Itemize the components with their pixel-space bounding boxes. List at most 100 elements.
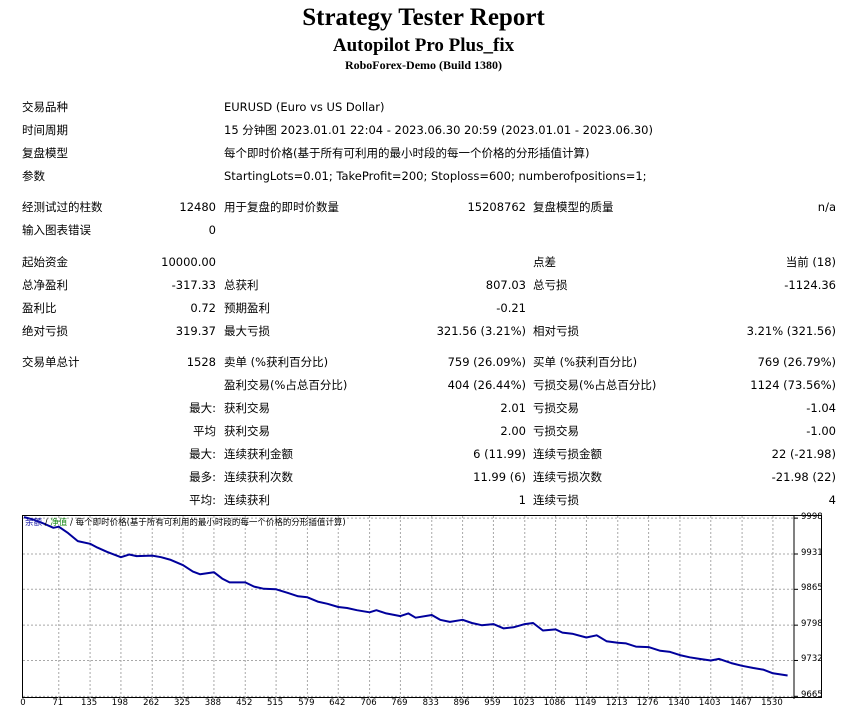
- params-label: 参数: [22, 169, 45, 183]
- short-positions-value: 759 (26.09%): [447, 355, 526, 369]
- x-tick-label: 1403: [698, 698, 721, 708]
- x-tick-label: 1467: [730, 698, 752, 708]
- quality-value: n/a: [817, 200, 836, 214]
- x-tick-label: 515: [266, 698, 284, 708]
- report-title: Strategy Tester Report: [302, 4, 545, 31]
- model-value: 每个即时价格(基于所有可利用的最小时段的每一个价格的分形插值计算): [224, 146, 590, 160]
- expert-name: Autopilot Pro Plus_fix: [332, 35, 515, 56]
- symbol-label: 交易品种: [22, 100, 68, 114]
- x-tick-label: 642: [329, 698, 346, 708]
- spread-value: 当前 (18): [785, 255, 836, 269]
- x-tick-label: 0: [20, 698, 26, 708]
- average-profit-value: 2.00: [500, 424, 526, 438]
- x-tick-label: 1530: [761, 698, 783, 708]
- y-tick-label: 9732: [801, 654, 823, 665]
- net-profit-label: 总净盈利: [22, 278, 68, 292]
- x-tick-label: 1340: [668, 698, 690, 708]
- total-trades-label: 交易单总计: [22, 355, 80, 369]
- chart-legend: 余额 / 净值 / 每个即时价格(基于所有可利用的最小时段的每一个价格的分形插值…: [25, 518, 346, 529]
- profit-trades-label: 盈利交易(%占总百分比): [224, 378, 348, 392]
- loss-trades-label: 亏损交易(%占总百分比): [533, 378, 657, 392]
- balance-series-line: [23, 516, 788, 677]
- net-profit-value: -317.33: [171, 278, 216, 292]
- deposit-label: 起始资金: [22, 255, 68, 269]
- average-loss-value: -1.00: [806, 424, 836, 438]
- x-tick-label: 769: [391, 698, 408, 708]
- x-tick-label: 833: [422, 698, 439, 708]
- x-tick-label: 1086: [543, 698, 566, 708]
- long-positions-label: 买单 (%获利百分比): [533, 355, 638, 369]
- y-tick-label: 9931: [801, 547, 823, 558]
- spread-label: 点差: [533, 255, 556, 269]
- profit-trades-value: 404 (26.44%): [447, 378, 526, 392]
- x-tick-label: 135: [80, 698, 98, 708]
- x-tick-label: 262: [143, 698, 160, 708]
- max-consecutive-losses-value: 22 (-21.98): [771, 447, 836, 461]
- x-tick-label: 706: [360, 698, 377, 708]
- largest-loss-label: 亏损交易: [533, 401, 579, 415]
- ticks-label: 用于复盘的即时价数量: [224, 200, 339, 214]
- x-tick-label: 1213: [605, 698, 628, 708]
- model-label: 复盘模型: [22, 146, 68, 160]
- y-tick-label: 9998: [801, 512, 823, 523]
- expected-payoff-label: 预期盈利: [224, 301, 270, 315]
- largest-profit-value: 2.01: [500, 401, 526, 415]
- max-drawdown-value: 321.56 (3.21%): [436, 324, 526, 338]
- period-value: 15 分钟图 2023.01.01 22:04 - 2023.06.30 20:…: [224, 123, 653, 137]
- average-consecutive-prefix: 平均:: [189, 493, 216, 507]
- max-consecutive-losses-label: 连续亏损金额: [533, 447, 602, 461]
- profit-factor-label: 盈利比: [22, 301, 57, 315]
- average-profit-label: 获利交易: [224, 424, 270, 438]
- long-positions-value: 769 (26.79%): [757, 355, 836, 369]
- gross-loss-value: -1124.36: [784, 278, 836, 292]
- relative-drawdown-label: 相对亏损: [533, 324, 579, 338]
- x-tick-label: 198: [111, 698, 129, 708]
- x-tick-label: 959: [484, 698, 501, 708]
- expected-payoff-value: -0.21: [496, 301, 526, 315]
- x-tick-label: 1023: [512, 698, 535, 708]
- relative-drawdown-value: 3.21% (321.56): [746, 324, 836, 338]
- x-tick-label: 1149: [574, 698, 597, 708]
- short-positions-label: 卖单 (%获利百分比): [224, 355, 329, 369]
- quality-label: 复盘模型的质量: [533, 200, 614, 214]
- max-consecutive-wins-label: 连续获利金额: [224, 447, 293, 461]
- bars-label: 经测试过的柱数: [22, 200, 103, 214]
- largest-prefix: 最大:: [189, 401, 216, 415]
- maximal-consecutive-profit-value: 11.99 (6): [473, 470, 526, 484]
- gross-profit-value: 807.03: [485, 278, 526, 292]
- balance-chart-svg: [23, 516, 798, 699]
- bars-value: 12480: [179, 200, 216, 214]
- total-trades-value: 1528: [186, 355, 216, 369]
- max-drawdown-label: 最大亏损: [224, 324, 270, 338]
- period-label: 时间周期: [22, 123, 68, 137]
- x-tick-label: 579: [298, 698, 315, 708]
- server-build: RoboForex-Demo (Build 1380): [344, 58, 503, 72]
- average-consecutive-losses-value: 4: [828, 493, 836, 507]
- errors-label: 输入图表错误: [22, 223, 91, 237]
- errors-value: 0: [208, 223, 216, 237]
- largest-loss-value: -1.04: [806, 401, 836, 415]
- average-loss-label: 亏损交易: [533, 424, 579, 438]
- maximal-consecutive-prefix: 最多:: [189, 470, 216, 484]
- average-consecutive-wins-value: 1: [518, 493, 526, 507]
- ticks-value: 15208762: [467, 200, 526, 214]
- gross-loss-label: 总亏损: [533, 278, 568, 292]
- balance-chart: [22, 515, 822, 699]
- profit-factor-value: 0.72: [190, 301, 216, 315]
- y-tick-label: 9865: [801, 583, 823, 594]
- average-consecutive-losses-label: 连续亏损: [533, 493, 579, 507]
- x-tick-label: 325: [173, 698, 191, 708]
- x-tick-label: 1276: [636, 698, 659, 708]
- gross-profit-label: 总获利: [224, 278, 259, 292]
- legend-model: 每个即时价格(基于所有可利用的最小时段的每一个价格的分形插值计算): [75, 518, 346, 528]
- legend-balance: 余额: [25, 518, 43, 528]
- average-consecutive-wins-label: 连续获利: [224, 493, 270, 507]
- legend-equity: 净值: [50, 518, 68, 528]
- maximal-consecutive-loss-value: -21.98 (22): [771, 470, 836, 484]
- legend-separator: /: [42, 518, 51, 528]
- average-prefix: 平均: [193, 424, 216, 438]
- x-tick-label: 71: [52, 698, 64, 708]
- maximal-consecutive-profit-label: 连续获利次数: [224, 470, 293, 484]
- absolute-drawdown-value: 319.37: [175, 324, 216, 338]
- x-tick-label: 896: [453, 698, 470, 708]
